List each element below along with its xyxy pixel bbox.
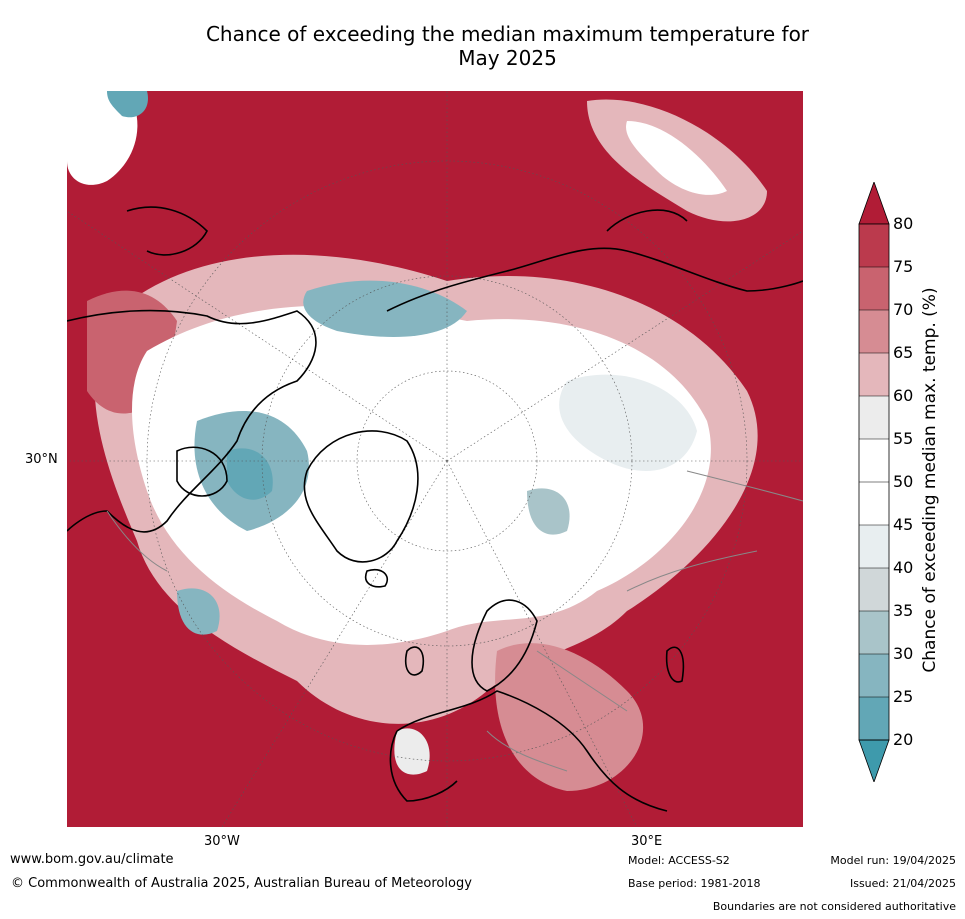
title-line-1: Chance of exceeding the median maximum t… <box>205 22 810 46</box>
british-isles-coast <box>404 646 425 676</box>
colorbar-tick-80: 80 <box>893 214 914 233</box>
hudson-bay-coast <box>176 446 228 497</box>
alaska-coast <box>126 206 208 256</box>
colorbar-band-25-30 <box>859 654 889 697</box>
lat-label-30n: 30°N <box>25 452 58 467</box>
colorbar-band-35-40 <box>859 568 889 611</box>
colorbar-tick-45: 45 <box>893 515 914 534</box>
colorbar-band-75-80 <box>859 224 889 267</box>
border-russia-asia <box>626 550 758 592</box>
colorbar-band-60-65 <box>859 353 889 396</box>
field-50-55-ne <box>626 121 727 195</box>
colorbar-tick-50: 50 <box>893 472 914 491</box>
colorbar-tick-60: 60 <box>893 386 914 405</box>
chart-title: Chance of exceeding the median maximum t… <box>0 22 965 70</box>
copyright-text: © Commonwealth of Australia 2025, Austra… <box>11 876 472 891</box>
colorbar-band-55-60 <box>859 396 889 439</box>
field-55-60-atl <box>394 728 430 775</box>
base-period: Base period: 1981-2018 <box>628 877 761 890</box>
title-line-2: May 2025 <box>458 46 557 70</box>
iceland-coast <box>365 568 389 588</box>
colorbar-tick-65: 65 <box>893 343 914 362</box>
field-65-70 <box>495 643 644 791</box>
scandinavia-coast <box>471 599 538 692</box>
colorbar-band-50-55 <box>859 439 889 482</box>
colorbar-band-45-50 <box>859 482 889 525</box>
field-50-55-nw <box>67 91 138 185</box>
colorbar-bottom-arrow <box>858 739 890 782</box>
website-link[interactable]: www.bom.gov.au/climate <box>10 852 174 867</box>
colorbar-tick-20: 20 <box>893 730 914 749</box>
colorbar-top-arrow <box>858 182 890 225</box>
model-name: Model: ACCESS-S2 <box>628 854 730 867</box>
colorbar-band-40-45 <box>859 525 889 568</box>
colorbar-band-65-70 <box>859 310 889 353</box>
colorbar-tick-25: 25 <box>893 687 914 706</box>
forecast-map <box>67 91 803 827</box>
colorbar-tick-70: 70 <box>893 300 914 319</box>
field-20-25-nw <box>107 91 148 118</box>
meridian-120e <box>446 230 803 462</box>
colorbar-tick-lines <box>859 266 889 698</box>
siberia-east-coast <box>606 209 688 232</box>
model-run-date: Model run: 19/04/2025 <box>830 854 956 867</box>
lon-label-30e: 30°E <box>631 834 663 849</box>
colorbar-tick-40: 40 <box>893 558 914 577</box>
europe-coast <box>396 690 668 812</box>
north-america-coast <box>67 309 317 533</box>
colorbar <box>858 182 890 782</box>
borders <box>106 470 803 772</box>
meridian-30e <box>446 460 638 827</box>
colorbar-band-30-35 <box>859 611 889 654</box>
border-russia-europe <box>536 650 628 712</box>
border-usa-canada <box>106 510 168 572</box>
colorbar-tick-30: 30 <box>893 644 914 663</box>
coastlines <box>67 206 803 812</box>
border-central-europe <box>486 730 568 772</box>
field-25-30-c <box>177 588 220 635</box>
greenland-coast <box>303 430 419 563</box>
border-mongolia <box>686 470 803 502</box>
field-30-35 <box>527 488 570 535</box>
lat-circle-60 <box>356 370 538 552</box>
eurasia-north-coast <box>386 247 803 312</box>
issued-date: Issued: 21/04/2025 <box>849 877 956 890</box>
boundaries-disclaimer: Boundaries are not considered authoritat… <box>712 900 956 913</box>
graticule <box>67 91 803 827</box>
colorbar-tick-35: 35 <box>893 601 914 620</box>
lon-label-30w: 30°W <box>204 834 240 849</box>
colorbar-tick-75: 75 <box>893 257 914 276</box>
caspian-coast <box>665 646 685 683</box>
colorbar-band-20-25 <box>859 697 889 740</box>
colorbar-band-70-75 <box>859 267 889 310</box>
map-canvas <box>67 91 803 827</box>
iberia-coast <box>389 730 458 802</box>
field-40-45 <box>559 374 697 471</box>
colorbar-title-text: Chance of exceeding median max. temp. (%… <box>920 287 940 673</box>
colorbar-tick-55: 55 <box>893 429 914 448</box>
